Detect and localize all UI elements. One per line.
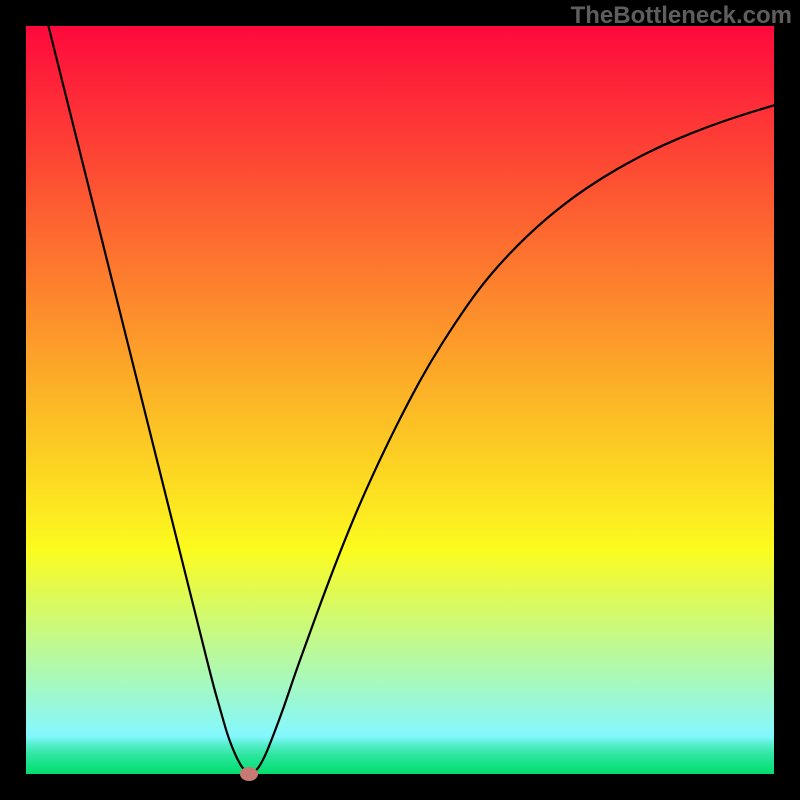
watermark-text: TheBottleneck.com [571,2,792,30]
curve-minimum-marker [240,767,258,781]
chart-frame: TheBottleneck.com [0,0,800,800]
plot-area [26,26,774,774]
